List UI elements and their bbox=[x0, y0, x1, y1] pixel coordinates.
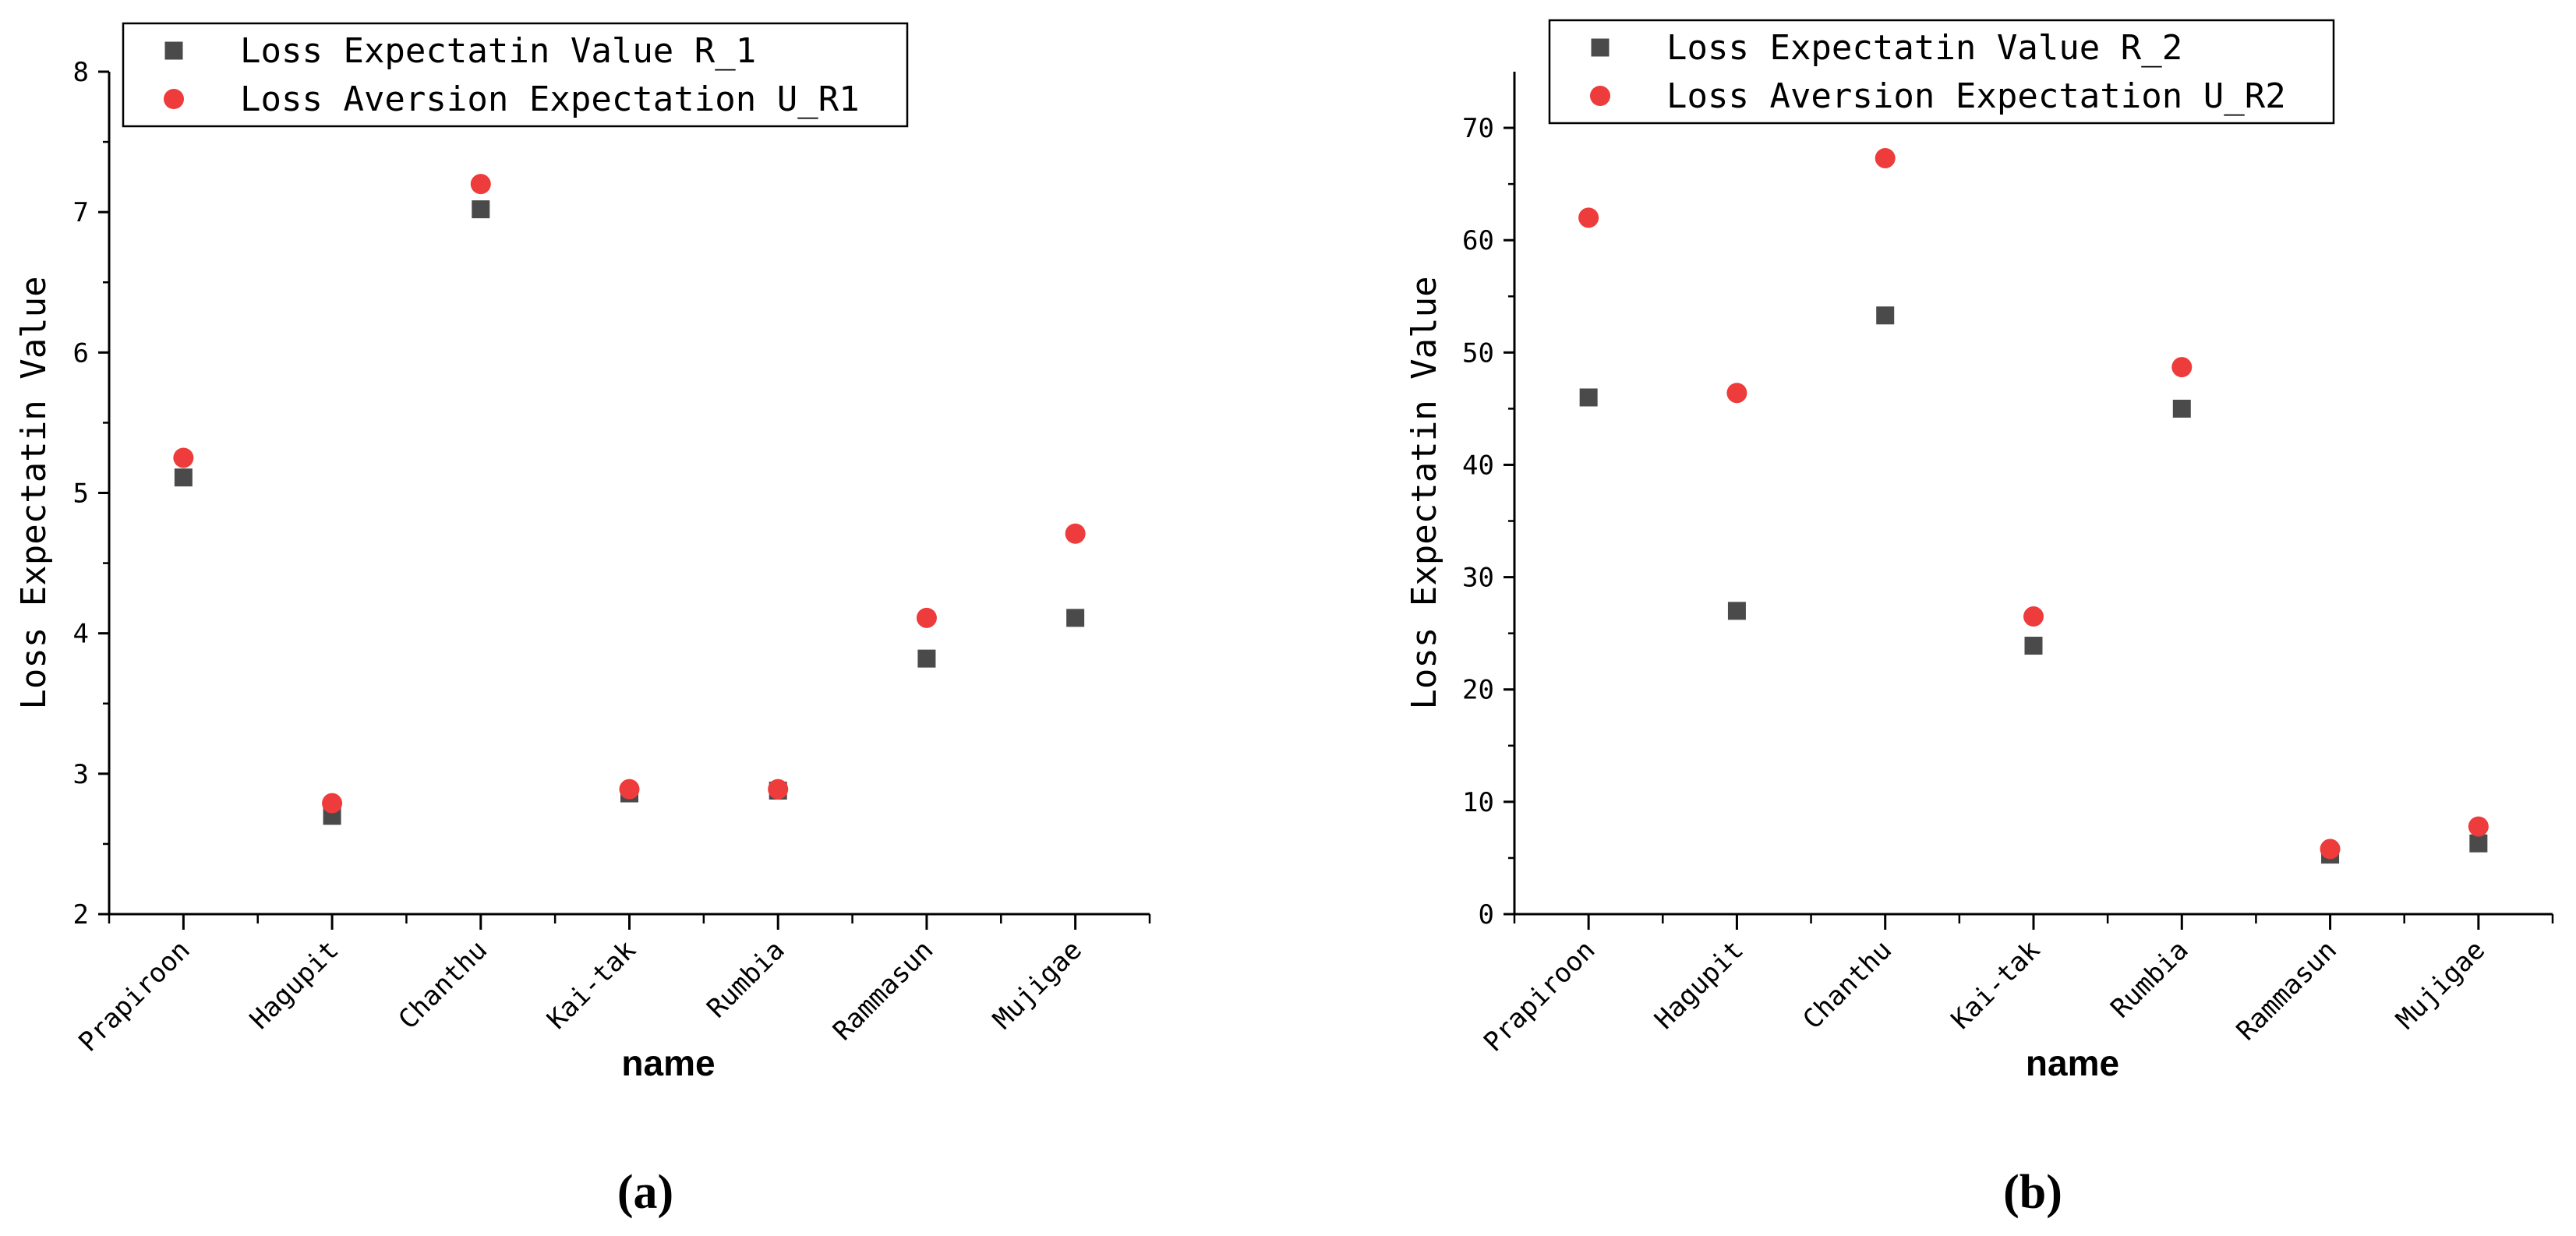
x-tick-label-chanthu: Chanthu bbox=[1797, 934, 1898, 1036]
circle-point-rammasun bbox=[2320, 839, 2341, 860]
legend-label: Loss Aversion Expectation U_R1 bbox=[240, 79, 860, 119]
circle-point-mujigae bbox=[1065, 523, 1086, 544]
chart-panel-a: 2 3 4 5 6 7 8 Prapiroon Hagupit Chanthu Kai-tak Rum… bbox=[14, 22, 1151, 1219]
square-point-rammasun bbox=[917, 649, 936, 668]
x-tick-label-kai-tak: Kai-tak bbox=[1945, 934, 2047, 1036]
x-tick-label-prapiroon: Prapiroon bbox=[1478, 934, 1602, 1058]
y-tick-label: 30 bbox=[1462, 563, 1494, 594]
circle-point-rammasun bbox=[916, 607, 937, 628]
x-axis-title: name bbox=[621, 1043, 715, 1083]
y-tick-label: 50 bbox=[1462, 337, 1494, 369]
square-point-chanthu bbox=[472, 200, 490, 219]
x-axis-title: name bbox=[2026, 1043, 2119, 1083]
circle-point-rumbia bbox=[2171, 357, 2193, 378]
circle-point-kai-tak bbox=[619, 779, 640, 800]
legend-box bbox=[122, 22, 909, 128]
circle-point-kai-tak bbox=[2023, 606, 2044, 627]
legend-square-marker bbox=[164, 41, 183, 60]
circle-point-prapiroon bbox=[173, 447, 194, 468]
x-tick-label-rammasun: Rammasun bbox=[2231, 934, 2343, 1047]
legend-circle-marker bbox=[164, 89, 184, 109]
y-tick-label: 6 bbox=[73, 337, 89, 369]
circle-point-chanthu bbox=[470, 174, 491, 195]
legend-square-marker bbox=[1591, 38, 1610, 57]
y-tick-label: 40 bbox=[1462, 450, 1494, 481]
x-tick-label-chanthu: Chanthu bbox=[393, 934, 494, 1036]
legend-label: Loss Expectatin Value R_1 bbox=[240, 31, 756, 71]
x-tick-label-hagupit: Hagupit bbox=[1648, 934, 1750, 1036]
circle-point-hagupit bbox=[1726, 383, 1747, 404]
legend-circle-marker bbox=[1590, 86, 1610, 106]
x-tick-label-mujigae: Mujigae bbox=[987, 934, 1088, 1036]
y-tick-label: 60 bbox=[1462, 225, 1494, 256]
legend-label: Loss Expectatin Value R_2 bbox=[1666, 28, 2182, 68]
x-tick-label-rumbia: Rumbia bbox=[2105, 934, 2195, 1024]
square-point-prapiroon bbox=[174, 468, 193, 487]
y-tick-label: 20 bbox=[1462, 675, 1494, 706]
y-tick-label: 0 bbox=[1479, 899, 1494, 931]
legend-box bbox=[1548, 19, 2335, 125]
square-point-mujigae bbox=[1066, 609, 1085, 627]
y-tick-label: 3 bbox=[73, 759, 89, 790]
circle-point-mujigae bbox=[2468, 816, 2489, 837]
circle-point-rumbia bbox=[768, 779, 789, 800]
square-point-kai-tak bbox=[2024, 637, 2043, 655]
square-point-hagupit bbox=[1727, 602, 1746, 620]
x-tick-label-hagupit: Hagupit bbox=[244, 934, 345, 1036]
x-tick-label-rammasun: Rammasun bbox=[827, 934, 939, 1047]
square-point-chanthu bbox=[1876, 306, 1895, 325]
y-tick-label: 70 bbox=[1462, 113, 1494, 144]
circle-point-prapiroon bbox=[1578, 207, 1599, 228]
x-tick-label-prapiroon: Prapiroon bbox=[72, 934, 196, 1058]
y-tick-label: 4 bbox=[73, 619, 89, 650]
y-tick-label: 10 bbox=[1462, 787, 1494, 818]
panel-label: (b) bbox=[2003, 1166, 2062, 1219]
y-tick-label: 5 bbox=[73, 479, 89, 510]
panel-label: (a) bbox=[617, 1166, 673, 1219]
legend-label: Loss Aversion Expectation U_R2 bbox=[1666, 76, 2286, 116]
square-point-rumbia bbox=[2172, 399, 2191, 418]
y-axis-title: Loss Expectatin Value bbox=[14, 276, 54, 709]
y-tick-label: 2 bbox=[73, 899, 89, 931]
chart-panel-b: 0 10 20 30 40 50 60 70 Prapiroon Hagupit Chanthu Ka… bbox=[1405, 19, 2554, 1219]
x-tick-label-rumbia: Rumbia bbox=[701, 934, 790, 1024]
x-tick-label-kai-tak: Kai-tak bbox=[541, 934, 642, 1036]
square-point-prapiroon bbox=[1579, 388, 1598, 407]
y-tick-label: 8 bbox=[73, 57, 89, 88]
y-tick-label: 7 bbox=[73, 197, 89, 228]
square-point-mujigae bbox=[2469, 834, 2488, 853]
x-tick-label-mujigae: Mujigae bbox=[2390, 934, 2492, 1036]
y-axis-title: Loss Expectatin Value bbox=[1405, 276, 1444, 709]
circle-point-chanthu bbox=[1875, 147, 1896, 168]
circle-point-hagupit bbox=[322, 793, 343, 814]
